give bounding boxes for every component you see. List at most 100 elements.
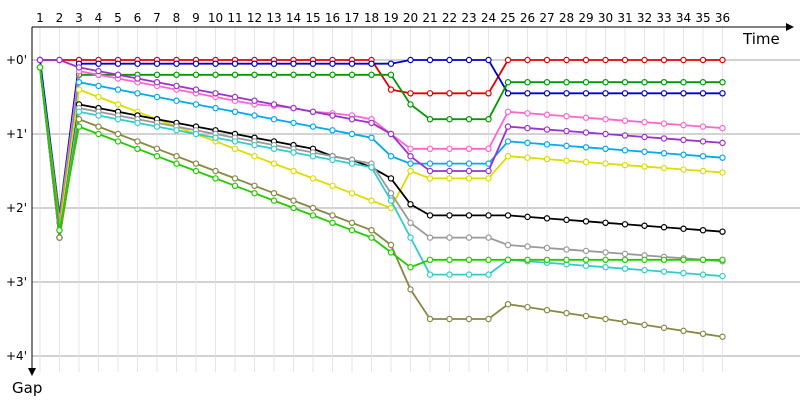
x-tick-label: 22	[442, 11, 457, 25]
data-point	[114, 101, 122, 108]
data-point	[251, 71, 258, 79]
data-point	[719, 272, 726, 280]
data-point	[270, 60, 278, 67]
data-point	[212, 175, 219, 182]
data-point	[192, 130, 200, 138]
x-tick-label: 24	[481, 11, 496, 25]
data-point	[621, 78, 629, 86]
data-point	[387, 197, 395, 204]
data-point	[602, 90, 609, 97]
data-point	[407, 201, 414, 208]
data-point	[582, 262, 590, 269]
data-point	[309, 212, 317, 219]
data-point	[504, 90, 512, 97]
data-point	[543, 256, 551, 263]
data-point	[621, 256, 629, 263]
data-point	[680, 269, 687, 277]
data-point	[621, 132, 629, 139]
data-point	[563, 142, 570, 150]
x-tick-label: 27	[539, 11, 554, 25]
x-tick-label: 35	[695, 11, 710, 25]
data-point	[36, 64, 44, 71]
data-point	[660, 164, 668, 172]
data-point	[602, 219, 609, 226]
data-point	[407, 160, 414, 167]
data-point	[309, 204, 317, 212]
data-point	[504, 301, 512, 308]
data-point	[309, 108, 317, 116]
data-point	[173, 60, 180, 67]
x-tick-label: 11	[227, 11, 242, 25]
data-point	[134, 145, 141, 152]
data-point	[465, 56, 473, 64]
data-point	[485, 315, 492, 323]
x-tick-label: 28	[559, 11, 574, 25]
data-point	[602, 78, 609, 86]
data-point	[719, 154, 726, 161]
data-point	[153, 78, 161, 86]
data-point	[680, 136, 687, 144]
data-point	[407, 56, 414, 64]
data-point	[524, 139, 531, 147]
data-point	[524, 243, 531, 250]
x-tick-label: 12	[247, 11, 262, 25]
data-point	[660, 135, 668, 142]
data-point	[173, 97, 180, 104]
series-line-10	[39, 67, 723, 269]
data-point	[251, 60, 258, 67]
grid	[32, 27, 800, 372]
data-point	[719, 228, 726, 235]
data-point	[426, 145, 434, 152]
x-tick-label: 29	[578, 11, 593, 25]
data-point	[524, 110, 531, 117]
data-point	[543, 78, 551, 86]
data-point	[329, 60, 336, 67]
data-point	[660, 90, 668, 97]
x-tick-labels: 1 2 3 4 5 6 7 8 9 10 11 12 13 14 15 16 17 18 19 20 21 22 23 24 2…	[36, 11, 730, 25]
data-point	[719, 256, 726, 263]
data-point	[446, 256, 453, 263]
data-point	[641, 78, 648, 86]
data-point	[485, 175, 492, 182]
data-point	[75, 123, 83, 130]
x-tick-label: 18	[364, 11, 379, 25]
data-point	[212, 71, 219, 79]
x-tick-label: 6	[134, 11, 142, 25]
data-point	[153, 152, 161, 160]
x-tick-label: 17	[344, 11, 359, 25]
data-point	[465, 271, 473, 278]
data-point	[543, 306, 551, 314]
data-point	[75, 78, 83, 86]
data-point	[95, 67, 102, 75]
data-point	[485, 56, 492, 64]
data-point	[36, 56, 44, 64]
data-point	[582, 56, 590, 64]
data-point	[582, 247, 590, 255]
data-point	[582, 78, 590, 86]
data-point	[309, 60, 317, 67]
data-point	[504, 123, 512, 130]
data-point	[75, 115, 83, 123]
data-point	[563, 127, 570, 135]
x-tick-label: 2	[56, 11, 64, 25]
data-point	[446, 175, 453, 182]
data-point	[680, 256, 687, 263]
data-point	[504, 138, 512, 145]
data-point	[485, 212, 492, 219]
data-point	[660, 268, 668, 275]
data-point	[699, 138, 707, 145]
data-point	[290, 167, 297, 175]
data-point	[153, 145, 161, 152]
y-axis-title: Gap	[12, 379, 42, 397]
data-point	[621, 265, 629, 272]
data-point	[543, 56, 551, 64]
data-point	[602, 264, 609, 271]
data-point	[641, 118, 648, 126]
data-point	[134, 90, 141, 97]
data-point	[407, 101, 414, 108]
data-point	[582, 218, 590, 225]
data-point	[270, 71, 278, 79]
data-point	[485, 234, 492, 241]
data-point	[465, 90, 473, 97]
data-point	[543, 111, 551, 118]
